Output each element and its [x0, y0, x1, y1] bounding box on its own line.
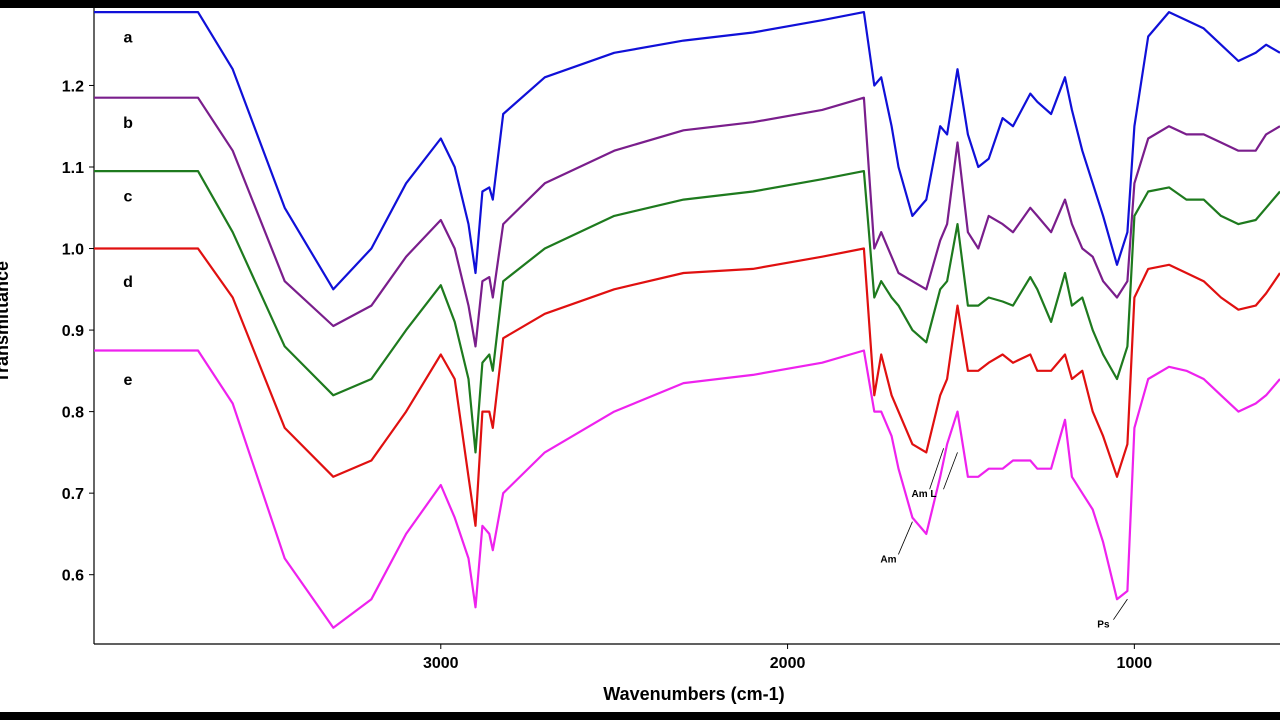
series-line-e — [94, 349, 1280, 629]
series-label-b: b — [123, 115, 133, 132]
y-tick-label: 0.6 — [62, 568, 84, 585]
y-tick-label: 1.1 — [62, 160, 84, 177]
x-tick-label: 1000 — [1117, 655, 1153, 672]
y-tick-label: 0.7 — [62, 486, 84, 503]
annotation-label: Ps — [1097, 620, 1110, 631]
y-axis-label: Transmittance — [0, 261, 12, 383]
plot-background — [0, 8, 1280, 712]
series-label-c: c — [124, 189, 133, 206]
y-tick-label: 0.9 — [62, 323, 84, 340]
series-label-d: d — [123, 274, 133, 291]
series-label-a: a — [124, 30, 133, 47]
series-line-c — [94, 170, 1280, 454]
series-line-a — [94, 11, 1280, 291]
annotation-label: Am — [912, 489, 928, 500]
y-tick-label: 1.0 — [62, 242, 84, 259]
x-tick-label: 2000 — [770, 655, 806, 672]
axes: 0.6 0.7 0.8 0.9 1.0 1.1 1.2 3000 2000 1000 — [62, 8, 1280, 672]
series-line-d — [94, 247, 1280, 527]
y-tick-label: 1.2 — [62, 78, 84, 95]
y-tick-label: 0.8 — [62, 405, 84, 422]
annotation-label: L — [930, 489, 936, 500]
annotation-leader — [898, 521, 913, 555]
annotation-label: Am — [880, 554, 896, 565]
annotation-leader — [943, 452, 958, 490]
annotation-leader — [929, 448, 944, 490]
series-line-b — [94, 96, 1280, 348]
x-axis-label: Wavenumbers (cm-1) — [603, 684, 784, 704]
series-labels: a b c d e — [123, 30, 133, 389]
x-tick-label: 3000 — [423, 655, 459, 672]
annotation-leader — [1113, 598, 1128, 620]
series-label-e: e — [124, 372, 133, 389]
series-layer — [94, 11, 1280, 629]
